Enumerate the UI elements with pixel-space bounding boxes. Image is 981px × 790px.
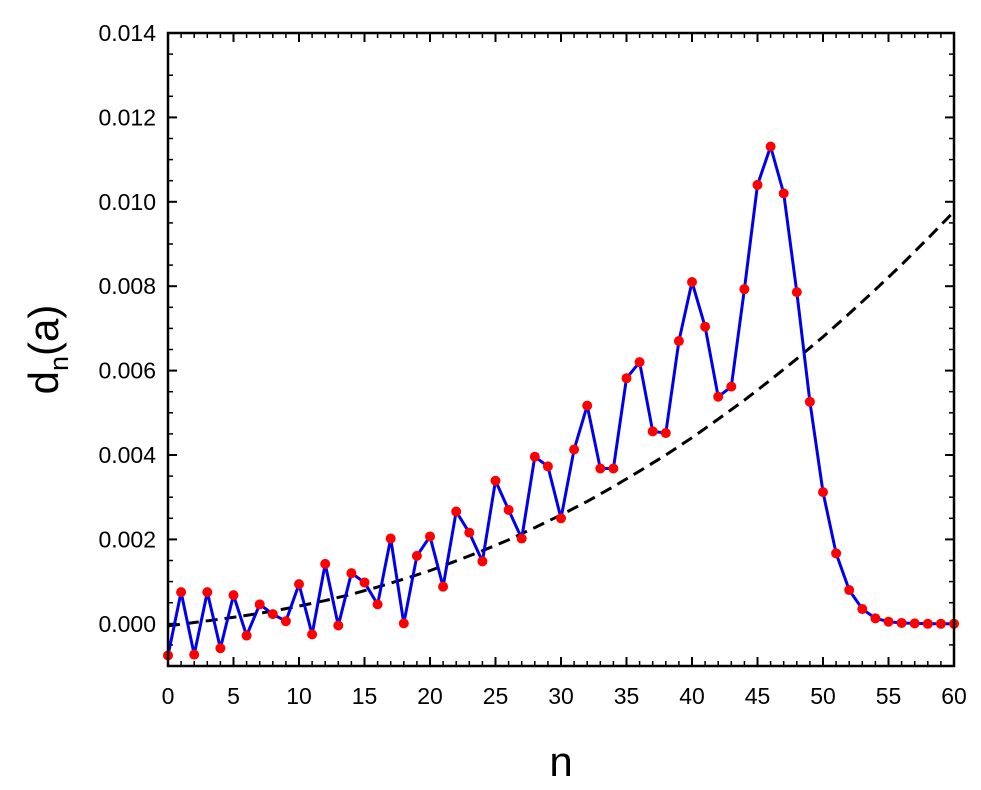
x-tick-label: 15	[352, 683, 378, 709]
data-point	[857, 604, 868, 615]
x-tick-label: 45	[745, 683, 771, 709]
data-point	[726, 381, 737, 392]
series-layer	[163, 141, 959, 661]
data-point	[634, 357, 645, 368]
x-tick-label: 25	[483, 683, 509, 709]
data-point	[896, 617, 907, 628]
x-tick-label: 55	[876, 683, 902, 709]
minor-ticks	[168, 33, 954, 667]
data-point	[267, 609, 278, 620]
data-point	[870, 613, 881, 624]
y-tick-label: 0.010	[98, 189, 156, 215]
data-point	[542, 461, 553, 472]
data-point	[464, 527, 475, 538]
data-point	[687, 276, 697, 287]
y-tick-label: 0.014	[98, 20, 156, 46]
x-tick-label: 60	[941, 683, 967, 709]
y-tick-labels: 0.000 0.002 0.004 0.006 0.008 0.010 0.012 0.014	[98, 20, 156, 637]
data-point	[372, 599, 383, 610]
data-point	[411, 550, 422, 561]
data-point	[294, 579, 304, 590]
data-point	[254, 599, 265, 610]
data-point	[909, 618, 920, 629]
data-point	[844, 585, 855, 596]
series-line	[166, 145, 954, 657]
data-point	[621, 373, 632, 384]
data-point	[202, 587, 213, 598]
data-point	[582, 400, 593, 411]
x-tick-label: 40	[679, 683, 705, 709]
data-point	[503, 504, 514, 515]
data-point	[176, 587, 187, 598]
data-point	[569, 444, 580, 455]
y-axis-title-main: d	[20, 371, 67, 394]
y-axis-title-suffix: (a)	[20, 305, 67, 356]
data-point	[556, 513, 566, 524]
data-point	[883, 616, 894, 627]
data-point	[831, 548, 842, 559]
y-tick-label: 0.006	[98, 358, 156, 384]
data-point	[791, 287, 802, 298]
data-point	[320, 558, 331, 569]
data-point	[647, 426, 658, 437]
y-tick-label: 0.012	[98, 104, 156, 130]
data-point	[516, 533, 527, 544]
data-point	[752, 179, 763, 190]
data-point	[215, 643, 226, 654]
data-point	[922, 618, 933, 629]
data-point	[608, 463, 619, 474]
data-point	[804, 396, 815, 407]
data-point	[673, 336, 684, 347]
data-point	[307, 629, 318, 640]
data-point	[241, 630, 252, 641]
y-axis-title: dn(a)	[20, 305, 74, 395]
x-tick-label: 20	[417, 683, 443, 709]
y-tick-label: 0.000	[98, 611, 156, 637]
data-point	[529, 451, 540, 462]
x-tick-labels: 0 5 10 15 20 25 30 35 40 45 50 55 60	[162, 683, 967, 709]
data-point	[228, 590, 239, 601]
major-ticks	[167, 32, 955, 666]
y-axis-title-subscript: n	[44, 356, 74, 371]
data-point	[438, 581, 449, 592]
data-point	[451, 506, 462, 517]
trend-dashed-line	[168, 210, 954, 628]
data-point	[700, 321, 711, 332]
x-tick-label: 35	[614, 683, 640, 709]
data-point	[398, 618, 409, 629]
y-tick-label: 0.004	[98, 442, 156, 468]
x-tick-label: 50	[810, 683, 836, 709]
data-point	[713, 391, 724, 402]
data-point	[935, 618, 946, 629]
data-point	[359, 577, 370, 588]
y-tick-label: 0.002	[98, 526, 156, 552]
data-point	[385, 533, 396, 544]
x-axis-title: n	[549, 738, 572, 785]
data-point	[425, 531, 435, 542]
data-point	[818, 487, 828, 498]
data-point	[490, 475, 501, 486]
y-tick-label: 0.008	[98, 273, 156, 299]
data-point	[477, 556, 488, 567]
x-tick-label: 5	[227, 683, 240, 709]
x-tick-label: 10	[286, 683, 312, 709]
data-point	[660, 428, 671, 439]
data-point	[778, 188, 789, 199]
data-point	[595, 463, 606, 474]
x-tick-label: 0	[162, 683, 175, 709]
data-point	[189, 649, 200, 660]
x-tick-label: 30	[548, 683, 574, 709]
data-point	[739, 284, 750, 295]
data-point	[333, 620, 344, 631]
plot-frame	[166, 31, 956, 668]
data-point	[765, 141, 776, 152]
data-point	[280, 616, 291, 627]
data-point	[346, 568, 357, 579]
